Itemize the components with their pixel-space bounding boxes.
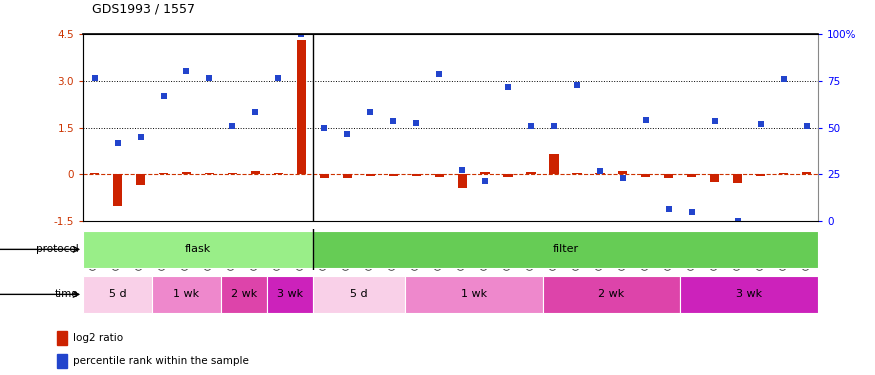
Point: [410, 120, 423, 126]
Bar: [251, 171, 260, 174]
Point: [593, 168, 607, 174]
Bar: [159, 173, 168, 174]
Point: [685, 209, 699, 215]
Bar: [182, 172, 191, 174]
Bar: [297, 40, 306, 174]
Point: [179, 68, 193, 74]
Point: [88, 75, 102, 81]
Bar: [480, 172, 490, 174]
Point: [432, 71, 446, 77]
Bar: [458, 174, 466, 188]
Text: 3 wk: 3 wk: [276, 288, 303, 298]
Point: [455, 166, 469, 172]
Bar: [641, 174, 650, 177]
Bar: [550, 154, 558, 174]
Point: [777, 76, 791, 82]
Text: 1 wk: 1 wk: [173, 288, 200, 298]
Point: [547, 123, 561, 129]
Text: protocol: protocol: [36, 244, 79, 254]
Bar: [205, 173, 214, 174]
Text: time: time: [55, 290, 79, 299]
Text: filter: filter: [552, 243, 578, 254]
Point: [157, 93, 171, 99]
Bar: [595, 173, 605, 174]
Bar: [90, 173, 99, 174]
Text: percentile rank within the sample: percentile rank within the sample: [73, 356, 248, 366]
Point: [708, 118, 722, 124]
Bar: [802, 172, 811, 174]
Point: [731, 218, 745, 224]
Bar: [313, 276, 404, 313]
Point: [501, 84, 515, 90]
Text: log2 ratio: log2 ratio: [73, 333, 122, 343]
Point: [524, 123, 538, 129]
Bar: [57, 331, 67, 345]
Text: 1 wk: 1 wk: [460, 288, 486, 298]
Bar: [57, 354, 67, 368]
Point: [202, 75, 216, 81]
Text: 3 wk: 3 wk: [736, 288, 762, 298]
Bar: [228, 173, 237, 174]
Text: flask: flask: [185, 243, 211, 254]
Point: [478, 178, 492, 184]
Bar: [527, 172, 536, 174]
Bar: [113, 174, 123, 206]
Point: [271, 75, 285, 81]
Point: [248, 109, 262, 115]
Point: [340, 131, 354, 137]
Point: [639, 117, 653, 123]
Point: [570, 82, 584, 88]
Point: [110, 140, 124, 146]
Bar: [664, 174, 674, 178]
Bar: [319, 174, 329, 178]
Text: 2 wk: 2 wk: [598, 288, 625, 298]
Point: [386, 118, 400, 124]
Text: 5 d: 5 d: [350, 288, 367, 298]
Text: GDS1993 / 1557: GDS1993 / 1557: [92, 2, 195, 15]
Point: [226, 123, 240, 129]
Bar: [220, 276, 267, 313]
Bar: [83, 276, 152, 313]
Bar: [274, 173, 283, 174]
Bar: [619, 171, 627, 174]
Bar: [388, 174, 398, 176]
Point: [363, 109, 377, 115]
Bar: [313, 231, 818, 268]
Point: [616, 174, 630, 180]
Bar: [779, 173, 788, 174]
Bar: [681, 276, 818, 313]
Bar: [136, 174, 145, 185]
Bar: [733, 174, 742, 183]
Point: [318, 124, 332, 130]
Bar: [435, 174, 444, 177]
Point: [800, 123, 814, 129]
Bar: [572, 173, 582, 174]
Bar: [542, 276, 681, 313]
Bar: [687, 174, 696, 177]
Bar: [343, 174, 352, 177]
Bar: [503, 174, 513, 177]
Text: 5 d: 5 d: [108, 288, 126, 298]
Bar: [710, 174, 719, 182]
Bar: [411, 174, 421, 176]
Point: [662, 206, 676, 212]
Point: [294, 31, 308, 37]
Bar: [267, 276, 313, 313]
Bar: [404, 276, 542, 313]
Bar: [366, 174, 374, 176]
Point: [753, 122, 767, 128]
Bar: [83, 231, 313, 268]
Point: [134, 134, 148, 140]
Bar: [152, 276, 220, 313]
Bar: [756, 174, 766, 176]
Text: 2 wk: 2 wk: [231, 288, 257, 298]
